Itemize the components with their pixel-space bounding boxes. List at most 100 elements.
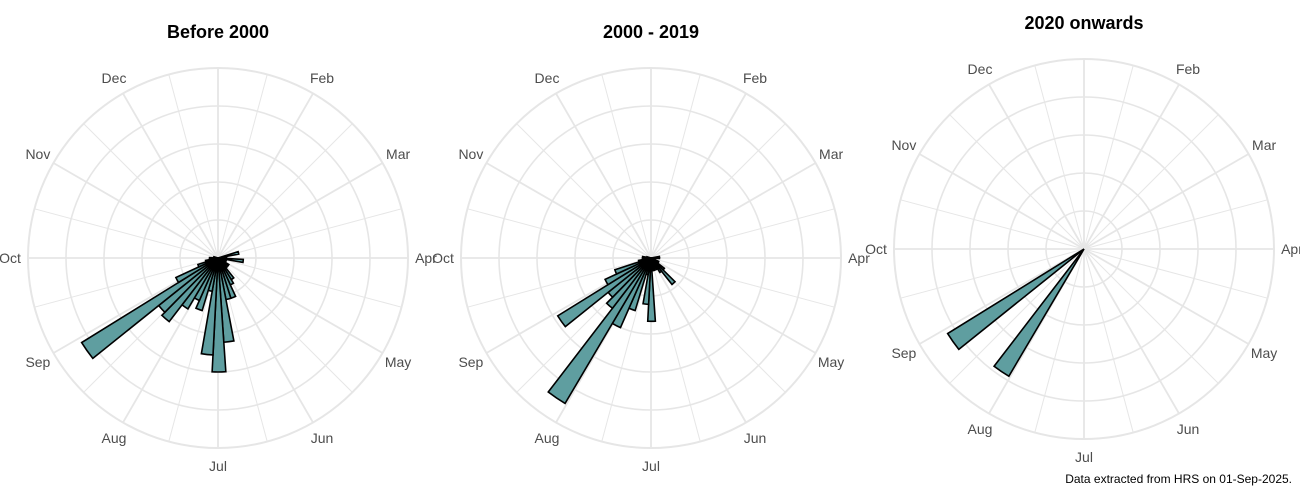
grid-spoke-minor (217, 257, 353, 393)
panel-title: Before 2000 (167, 22, 269, 42)
month-label-oct: Oct (0, 250, 21, 266)
month-label-feb: Feb (1176, 61, 1200, 77)
month-label-jun: Jun (311, 430, 334, 446)
month-label-mar: Mar (1252, 137, 1276, 153)
panel-2000-2019: Feb Mar Apr May Jun Jul Aug Sep Oct Nov Dec 2000 - … (432, 22, 870, 474)
bar-day-245 (174, 257, 219, 284)
month-label-apr: Apr (415, 250, 437, 266)
bar-day-252 (613, 257, 652, 276)
grid-spoke-minor (168, 74, 219, 259)
bar-day-217 (547, 257, 652, 405)
grid-spoke-minor (1083, 248, 1219, 384)
month-label-aug: Aug (535, 430, 560, 446)
grid-spoke-minor (1083, 199, 1268, 250)
grid-spoke-major (988, 84, 1085, 250)
polar-grid (893, 58, 1275, 440)
grid-spoke-major (217, 257, 383, 354)
grid-spoke-major (53, 162, 219, 259)
month-label-sep: Sep (458, 354, 483, 370)
grid-spoke-minor (1034, 65, 1085, 250)
month-label-jul: Jul (642, 458, 660, 474)
month-label-mar: Mar (819, 146, 843, 162)
month-label-jun: Jun (1177, 421, 1200, 437)
grid-spoke-minor (1083, 248, 1134, 433)
grid-spoke-major (650, 162, 816, 259)
month-label-oct: Oct (432, 250, 454, 266)
bar-day-224 (160, 257, 219, 323)
month-label-apr: Apr (848, 250, 870, 266)
grid-spoke-major (650, 257, 816, 354)
bar-day-182 (646, 257, 657, 323)
bar-day-287 (212, 255, 219, 259)
grid-spoke-major (122, 93, 219, 259)
data-source-caption: Data extracted from HRS on 01-Sep-2025. (1065, 472, 1292, 486)
bar-day-238 (946, 248, 1085, 351)
grid-spoke-minor (900, 199, 1085, 250)
month-label-dec: Dec (102, 70, 127, 86)
panel-2020-onwards: Feb Mar Apr May Jun Jul Aug Sep Oct Nov Dec 2020 on… (865, 13, 1300, 465)
month-label-nov: Nov (25, 146, 50, 162)
bar-day-245 (603, 257, 652, 286)
bar-day-287 (645, 255, 652, 259)
grid-spoke-minor (217, 74, 268, 259)
panel-before-2000: Feb Mar Apr May Jun Jul Aug Sep Oct Nov Dec Before … (0, 22, 437, 474)
grid-spoke-minor (949, 114, 1085, 250)
grid-spoke-minor (650, 74, 701, 259)
month-label-sep: Sep (25, 354, 50, 370)
grid-spoke-minor (650, 123, 786, 259)
month-label-aug: Aug (102, 430, 127, 446)
bar-day-238 (556, 257, 652, 328)
month-label-dec: Dec (535, 70, 560, 86)
month-label-jul: Jul (1075, 449, 1093, 465)
grid-spoke-minor (949, 248, 1085, 384)
month-label-sep: Sep (891, 345, 916, 361)
grid-spoke-minor (467, 208, 652, 259)
grid-spoke-minor (83, 123, 219, 259)
month-label-may: May (818, 354, 844, 370)
month-label-may: May (1251, 345, 1277, 361)
month-label-jun: Jun (744, 430, 767, 446)
grid-spoke-minor (650, 257, 835, 308)
grid-spoke-major (919, 248, 1085, 345)
grid-spoke-minor (217, 123, 353, 259)
grid-spoke-minor (34, 208, 219, 259)
bar-day-182 (211, 257, 227, 373)
grid-spoke-minor (601, 257, 652, 442)
grid-spoke-minor (650, 208, 835, 259)
grid-spoke-major (486, 162, 652, 259)
grid-spoke-minor (1083, 248, 1268, 299)
grid-spoke-major (217, 162, 383, 259)
grid-spoke-major (555, 93, 652, 259)
month-label-oct: Oct (865, 241, 887, 257)
month-label-aug: Aug (968, 421, 993, 437)
grid-spoke-minor (217, 208, 402, 259)
grid-spoke-minor (601, 74, 652, 259)
bar-day-224 (605, 257, 652, 310)
month-label-nov: Nov (458, 146, 483, 162)
grid-spoke-major (1083, 248, 1180, 414)
panel-title: 2000 - 2019 (603, 22, 699, 42)
bars (946, 248, 1085, 378)
grid-spoke-major (217, 93, 314, 259)
month-label-apr: Apr (1281, 241, 1300, 257)
bar-day-217 (992, 248, 1085, 378)
grid-spoke-minor (217, 257, 402, 308)
month-label-jul: Jul (209, 458, 227, 474)
bars (547, 255, 677, 405)
month-label-dec: Dec (968, 61, 993, 77)
grid-spoke-major (1083, 248, 1249, 345)
grid-spoke-major (1083, 84, 1180, 250)
grid-spoke-major (217, 257, 314, 423)
grid-spoke-major (650, 93, 747, 259)
grid-spoke-minor (1034, 248, 1085, 433)
grid-spoke-minor (34, 257, 219, 308)
month-label-may: May (385, 354, 411, 370)
month-label-mar: Mar (386, 146, 410, 162)
bar-day-238 (80, 257, 219, 360)
month-label-nov: Nov (891, 137, 916, 153)
grid-spoke-major (1083, 153, 1249, 250)
panel-title: 2020 onwards (1024, 13, 1143, 33)
grid-spoke-minor (467, 257, 652, 308)
grid-spoke-minor (1083, 65, 1134, 250)
